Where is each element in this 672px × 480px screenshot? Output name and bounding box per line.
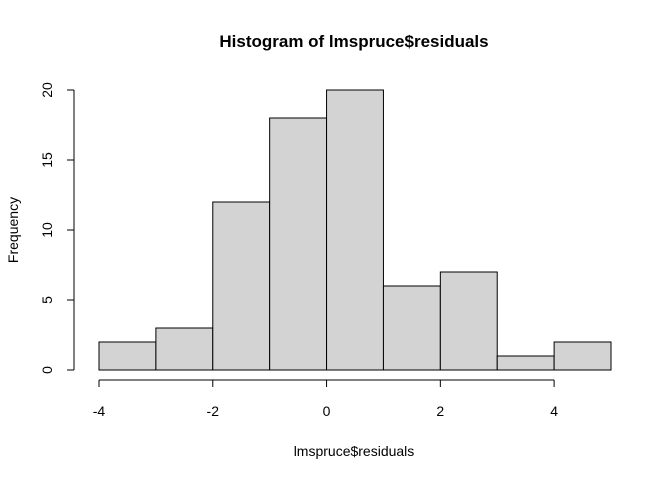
histogram-bar-7 (496, 355, 555, 371)
chart-title: Histogram of lmspruce$residuals (219, 32, 488, 51)
y-tick-label-2: 10 (39, 222, 55, 238)
x-tick-label-3: 2 (436, 403, 444, 419)
histogram-bar-2 (212, 201, 271, 371)
x-axis: -4 -2 0 2 4 (93, 379, 558, 419)
histogram-bar-1 (155, 327, 214, 371)
histogram-bar-3 (269, 117, 328, 371)
y-tick-label-3: 15 (39, 152, 55, 168)
histogram-bar-4 (326, 89, 384, 371)
y-axis: 0 5 10 15 20 (39, 82, 75, 374)
histogram-bar-5 (382, 285, 441, 371)
x-axis-label: lmspruce$residuals (294, 443, 415, 459)
y-tick-label-0: 0 (39, 366, 55, 374)
x-tick-label-2: 0 (323, 403, 331, 419)
histogram-bar-0 (98, 341, 157, 371)
histogram-bar-8 (553, 341, 612, 371)
x-tick-label-4: 4 (550, 403, 558, 419)
x-tick-label-1: -2 (207, 403, 220, 419)
bars-group (98, 89, 612, 371)
y-tick-label-4: 20 (39, 82, 55, 98)
y-tick-label-1: 5 (39, 296, 55, 304)
histogram-bar-6 (439, 271, 498, 371)
y-axis-label: Frequency (5, 197, 21, 263)
x-tick-label-0: -4 (93, 403, 106, 419)
